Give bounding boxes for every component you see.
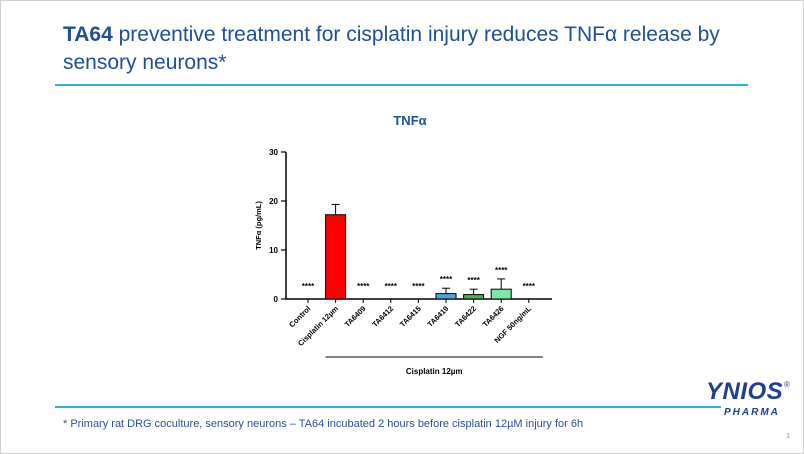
logo-text: YNIOS bbox=[706, 378, 784, 405]
bar-ta6426 bbox=[490, 288, 512, 300]
ynios-pharma-logo: YNIOS ® PHARMA bbox=[706, 378, 792, 426]
logo-registered: ® bbox=[784, 380, 790, 389]
x-tick-label: TA6409 bbox=[343, 304, 368, 329]
footnote: * Primary rat DRG coculture, sensory neu… bbox=[63, 418, 584, 430]
y-tick-label: 10 bbox=[269, 246, 278, 255]
page-number: 1 bbox=[786, 433, 790, 440]
slide-title: TA64 preventive treatment for cisplatin … bbox=[63, 21, 753, 77]
significance-label: **** bbox=[523, 282, 536, 291]
x-tick-label: TA6415 bbox=[398, 304, 423, 329]
chart-title: TNFα bbox=[393, 113, 426, 128]
x-tick-label: TA6426 bbox=[481, 304, 506, 329]
footer-rule bbox=[55, 406, 721, 408]
y-tick-label: 30 bbox=[269, 148, 278, 157]
title-bold: TA64 bbox=[63, 23, 113, 46]
significance-label: **** bbox=[412, 282, 425, 291]
y-axis-label: TNFα (pg/mL) bbox=[254, 201, 263, 250]
significance-label: **** bbox=[385, 282, 398, 291]
group-bracket-label: Cisplatin 12µm bbox=[406, 367, 463, 376]
tnfa-bar-chart: TNFα 0 10 20 30 TNFα (pg/mL) **** Control Cispla… bbox=[254, 113, 552, 376]
x-tick-label: Control bbox=[287, 304, 312, 329]
significance-label: **** bbox=[467, 276, 480, 285]
significance-label: **** bbox=[357, 282, 370, 291]
x-tick-label: TA6419 bbox=[426, 304, 451, 329]
y-tick-label: 20 bbox=[269, 197, 278, 206]
bar-ta6419 bbox=[435, 293, 457, 300]
x-tick-label: TA6422 bbox=[453, 304, 478, 329]
significance-label: **** bbox=[440, 275, 453, 284]
bar-ta6422 bbox=[463, 294, 485, 300]
significance-label: **** bbox=[495, 266, 508, 275]
x-tick-label: TA6412 bbox=[370, 304, 395, 329]
logo-subtext: PHARMA bbox=[724, 407, 780, 418]
title-rest: preventive treatment for cisplatin injur… bbox=[63, 23, 720, 74]
y-tick-label: 0 bbox=[274, 295, 279, 304]
significance-label: **** bbox=[302, 282, 315, 291]
title-underline bbox=[55, 84, 748, 86]
bar-cisplatin-12-m bbox=[325, 214, 347, 300]
